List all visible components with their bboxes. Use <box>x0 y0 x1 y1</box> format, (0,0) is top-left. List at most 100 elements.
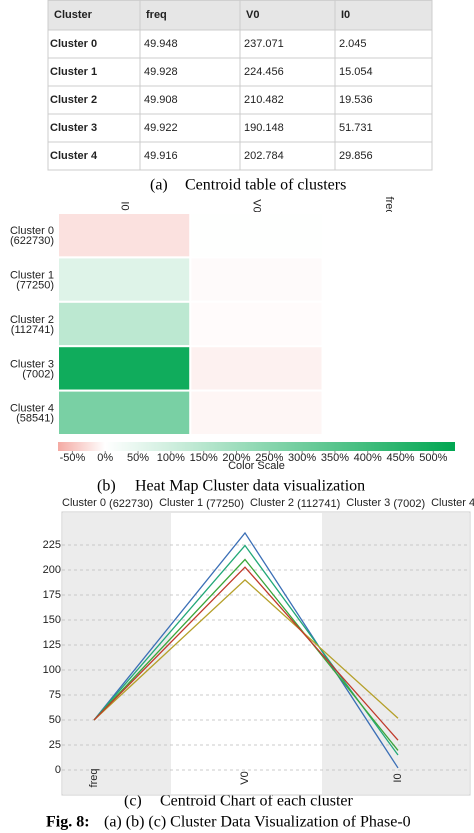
cluster-name: Cluster 2 <box>50 94 97 106</box>
y-tick-label: 150 <box>43 614 61 626</box>
table-cell: 49.908 <box>144 94 178 106</box>
cluster-name: Cluster 4 <box>50 150 98 162</box>
caption-label: (c) <box>124 793 142 810</box>
table-cell: 51.731 <box>339 122 373 134</box>
heat-cell <box>57 212 192 259</box>
table-cell: 2.045 <box>339 38 367 50</box>
caption-text: Centroid table of clusters <box>185 177 346 194</box>
heat-cell <box>57 389 192 437</box>
heat-cell <box>189 212 324 259</box>
scale-tick-label: 300% <box>288 452 316 464</box>
x-tick-label: V0 <box>239 771 251 784</box>
table-cell: 15.054 <box>339 66 373 78</box>
caption-text: Centroid Chart of each cluster <box>160 793 353 810</box>
heat-cell <box>321 212 456 259</box>
scale-label: Color Scale <box>228 460 285 472</box>
legend-label: Cluster 4 <box>431 497 474 509</box>
scale-tick-label: 150% <box>190 452 218 464</box>
table-cell: 49.948 <box>144 38 178 50</box>
y-tick-label: 100 <box>43 664 61 676</box>
legend-label: Cluster 1 <box>159 497 203 509</box>
heat-cell <box>321 300 456 348</box>
scale-tick-label: 0% <box>97 452 113 464</box>
y-tick-label: 75 <box>49 689 61 701</box>
row-count: (112741) <box>11 324 54 336</box>
legend-label: Cluster 2 <box>250 497 294 509</box>
series-line <box>93 578 399 721</box>
heat-cell <box>189 389 324 437</box>
row-label: Cluster 2 <box>10 314 54 326</box>
table-cell: 29.856 <box>339 150 373 162</box>
heat-cell <box>321 389 456 437</box>
table-header: V0 <box>246 9 259 21</box>
table-cell: 237.071 <box>244 38 284 50</box>
caption-label: (a) <box>150 177 168 194</box>
column-label: I0 <box>118 201 130 210</box>
figure-caption: (a) (b) (c) Cluster Data Visualization o… <box>104 814 411 831</box>
heat-cell <box>189 256 324 303</box>
table-cell: 19.536 <box>339 94 373 106</box>
series-line <box>93 558 399 751</box>
y-tick-label: 225 <box>43 539 61 551</box>
scale-tick-label: -50% <box>60 452 86 464</box>
y-tick-label: 125 <box>43 639 61 651</box>
heat-cell <box>189 300 324 348</box>
heat-cell <box>189 345 324 392</box>
legend-label: Cluster 0 <box>62 497 106 509</box>
table-cell: 202.784 <box>244 150 284 162</box>
row-label: Cluster 1 <box>10 270 54 282</box>
band <box>63 513 171 794</box>
scale-tick-label: 350% <box>321 452 349 464</box>
table-cell: 49.916 <box>144 150 178 162</box>
x-tick-label: I0 <box>392 773 404 782</box>
y-tick-label: 50 <box>49 714 61 726</box>
heat-cell <box>57 345 192 392</box>
caption-label: (b) <box>97 478 116 495</box>
legend-count: (112741) <box>297 498 340 510</box>
y-tick-label: 175 <box>43 589 61 601</box>
legend-count: (7002) <box>393 498 425 510</box>
table-cell: 210.482 <box>244 94 284 106</box>
legend-count: (77250) <box>206 498 244 510</box>
scale-tick-label: 100% <box>157 452 185 464</box>
row-count: (58541) <box>16 413 54 425</box>
row-count: (7002) <box>22 368 54 380</box>
x-tick-label: freq <box>88 769 100 788</box>
series-line <box>93 531 399 769</box>
y-tick-label: 200 <box>43 564 61 576</box>
column-label: freq <box>383 197 395 216</box>
row-label: Cluster 0 <box>10 225 54 237</box>
row-label: Cluster 4 <box>10 403 54 415</box>
series-line <box>93 566 399 741</box>
color-bar <box>58 442 455 451</box>
cluster-name: Cluster 0 <box>50 38 97 50</box>
y-tick-label: 25 <box>49 739 61 751</box>
cluster-name: Cluster 1 <box>50 66 97 78</box>
table-cell: 49.928 <box>144 66 178 78</box>
table-cell: 224.456 <box>244 66 284 78</box>
table-cell: 190.148 <box>244 122 284 134</box>
scale-tick-label: 200% <box>222 452 250 464</box>
scale-tick-label: 400% <box>354 452 382 464</box>
legend-count: (622730) <box>109 498 153 510</box>
heat-cell <box>57 300 192 348</box>
table-cell: 49.922 <box>144 122 178 134</box>
scale-tick-label: 450% <box>386 452 414 464</box>
series-line <box>93 544 399 756</box>
row-count: (622730) <box>10 235 54 247</box>
heat-cell <box>57 256 192 303</box>
figure-label: Fig. 8: <box>46 814 90 831</box>
table-header: I0 <box>341 9 350 21</box>
scale-tick-label: 250% <box>255 452 283 464</box>
row-label: Cluster 3 <box>10 358 54 370</box>
legend-label: Cluster 3 <box>346 497 390 509</box>
scale-tick-label: 500% <box>419 452 447 464</box>
y-tick-label: 0 <box>55 764 61 776</box>
table-header: freq <box>146 9 167 21</box>
caption-text: Heat Map Cluster data visualization <box>135 478 365 495</box>
heat-cell <box>321 345 456 392</box>
row-count: (77250) <box>16 280 54 292</box>
column-label: V0 <box>251 199 263 212</box>
heat-cell <box>321 256 456 303</box>
